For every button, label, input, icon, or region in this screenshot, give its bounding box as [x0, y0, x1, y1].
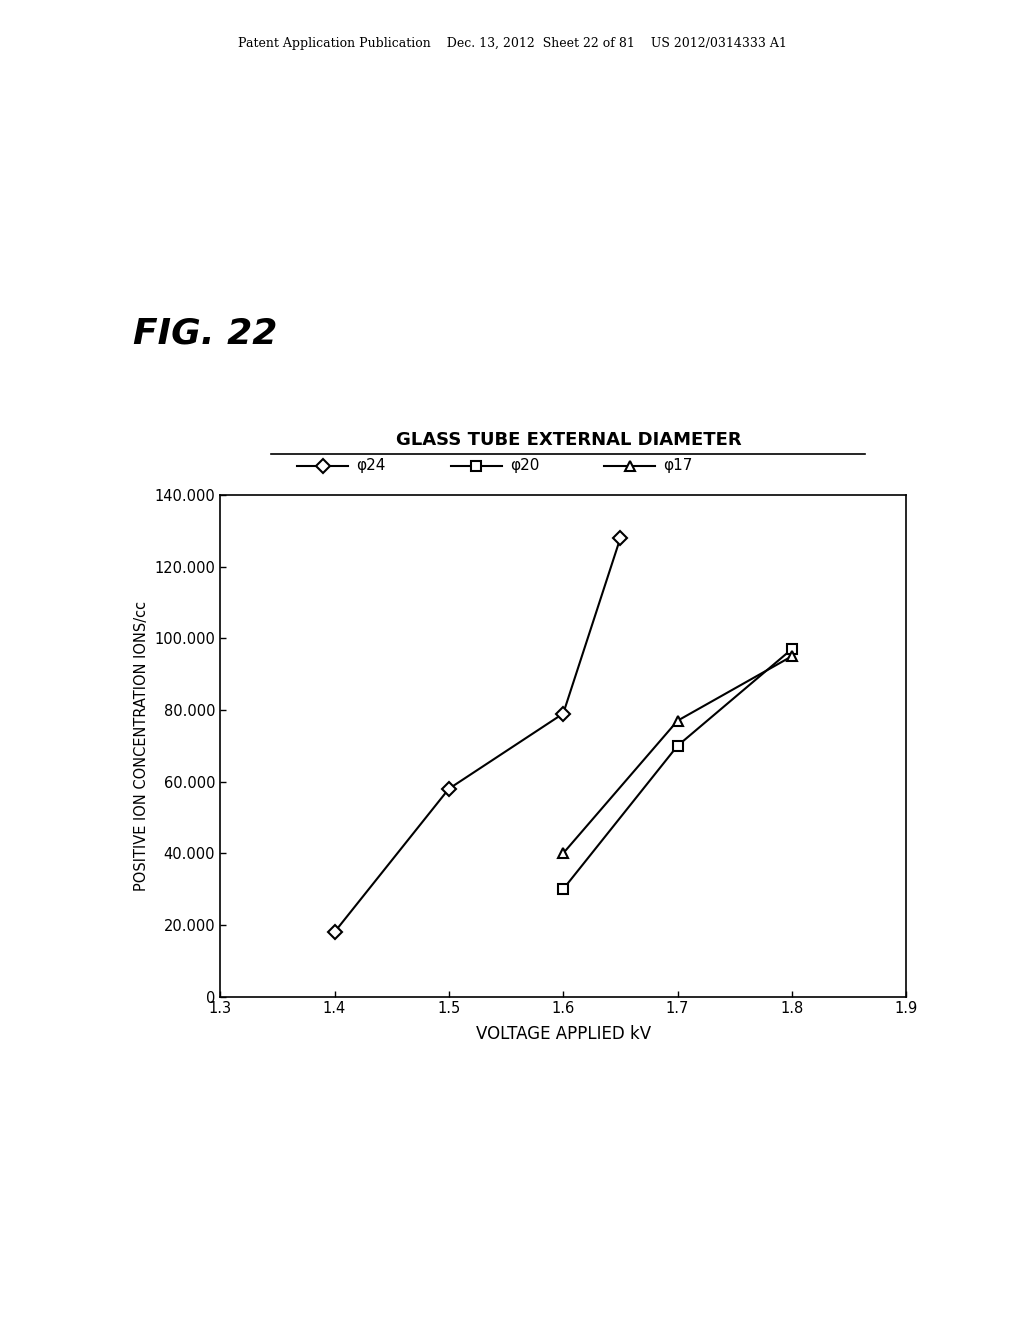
Text: φ20: φ20	[510, 458, 540, 474]
Text: FIG. 22: FIG. 22	[133, 317, 278, 351]
Text: φ24: φ24	[356, 458, 386, 474]
Text: φ17: φ17	[664, 458, 693, 474]
Y-axis label: POSITIVE ION CONCENTRATION IONS/cc: POSITIVE ION CONCENTRATION IONS/cc	[134, 601, 148, 891]
X-axis label: VOLTAGE APPLIED kV: VOLTAGE APPLIED kV	[475, 1024, 651, 1043]
Text: GLASS TUBE EXTERNAL DIAMETER: GLASS TUBE EXTERNAL DIAMETER	[395, 430, 741, 449]
Text: Patent Application Publication    Dec. 13, 2012  Sheet 22 of 81    US 2012/03143: Patent Application Publication Dec. 13, …	[238, 37, 786, 50]
